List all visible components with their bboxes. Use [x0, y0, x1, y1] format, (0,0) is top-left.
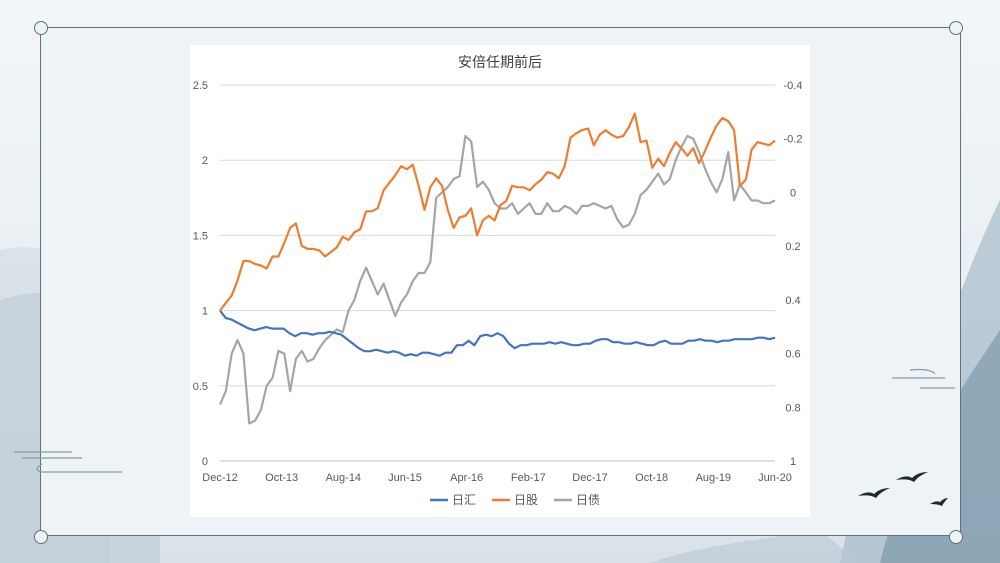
right-axis-tick-label: 0.2	[785, 241, 800, 253]
x-axis-tick-label: Oct-18	[635, 472, 668, 484]
left-axis-tick-label: 2	[202, 155, 208, 167]
left-axis-tick-label: 2.5	[193, 80, 208, 92]
gridlines	[220, 84, 775, 462]
line-chart: 安倍任期前后 0 0.5 1 1.5 2 2.5 -0.4 -0.2 0 0.2 0.4 0.6 0.…	[193, 54, 803, 507]
right-axis-tick-label: 0.6	[785, 349, 800, 361]
series-line-日债	[218, 134, 776, 425]
left-axis-tick-label: 0	[202, 456, 208, 468]
right-axis-tick-label: 1	[790, 456, 796, 468]
x-axis-tick-label: Apr-16	[450, 472, 483, 484]
cloud-ornament-right	[892, 368, 955, 389]
x-axis-tick-label: Jun-15	[388, 472, 422, 484]
x-axis-tick-label: Oct-13	[265, 472, 298, 484]
birds-icon	[858, 472, 948, 506]
series-lines	[218, 112, 776, 425]
frame-corner-ornament	[34, 21, 48, 35]
legend-label: 日股	[514, 493, 538, 507]
left-axis-tick-label: 1.5	[193, 230, 208, 242]
chart-card: 安倍任期前后 0 0.5 1 1.5 2 2.5 -0.4 -0.2 0 0.2 0.4 0.6 0.…	[190, 45, 810, 517]
x-axis-tick-label: Feb-17	[511, 472, 546, 484]
right-axis-tick-label: 0	[790, 187, 796, 199]
frame-corner-ornament	[34, 530, 48, 544]
x-axis-tick-label: Dec-12	[202, 472, 237, 484]
series-line-日股	[219, 112, 776, 312]
x-axis-ticks: Dec-12 Oct-13 Aug-14 Jun-15 Apr-16 Feb-17 Dec-…	[202, 472, 792, 484]
chart-title: 安倍任期前后	[458, 54, 542, 71]
legend-label: 日汇	[452, 493, 476, 507]
x-axis-tick-label: Jun-20	[758, 472, 792, 484]
frame-corner-ornament	[949, 530, 963, 544]
left-axis-ticks: 0 0.5 1 1.5 2 2.5	[193, 80, 208, 468]
right-axis-tick-label: -0.2	[784, 134, 803, 146]
x-axis-tick-label: Aug-14	[326, 472, 361, 484]
left-axis-tick-label: 1	[202, 306, 208, 318]
x-axis-tick-label: Dec-17	[572, 472, 607, 484]
left-axis-tick-label: 0.5	[193, 381, 208, 393]
series-line-日汇	[219, 309, 776, 357]
right-axis-tick-label: 0.8	[785, 402, 800, 414]
right-axis-tick-label: 0.4	[785, 295, 800, 307]
right-axis-tick-label: -0.4	[784, 80, 803, 92]
cloud-ornament-left	[14, 451, 122, 473]
legend-label: 日债	[576, 493, 600, 507]
legend: 日汇 日股 日债	[430, 493, 600, 507]
right-axis-ticks: -0.4 -0.2 0 0.2 0.4 0.6 0.8 1	[784, 80, 803, 468]
frame-corner-ornament	[949, 21, 963, 35]
x-axis-tick-label: Aug-19	[696, 472, 731, 484]
